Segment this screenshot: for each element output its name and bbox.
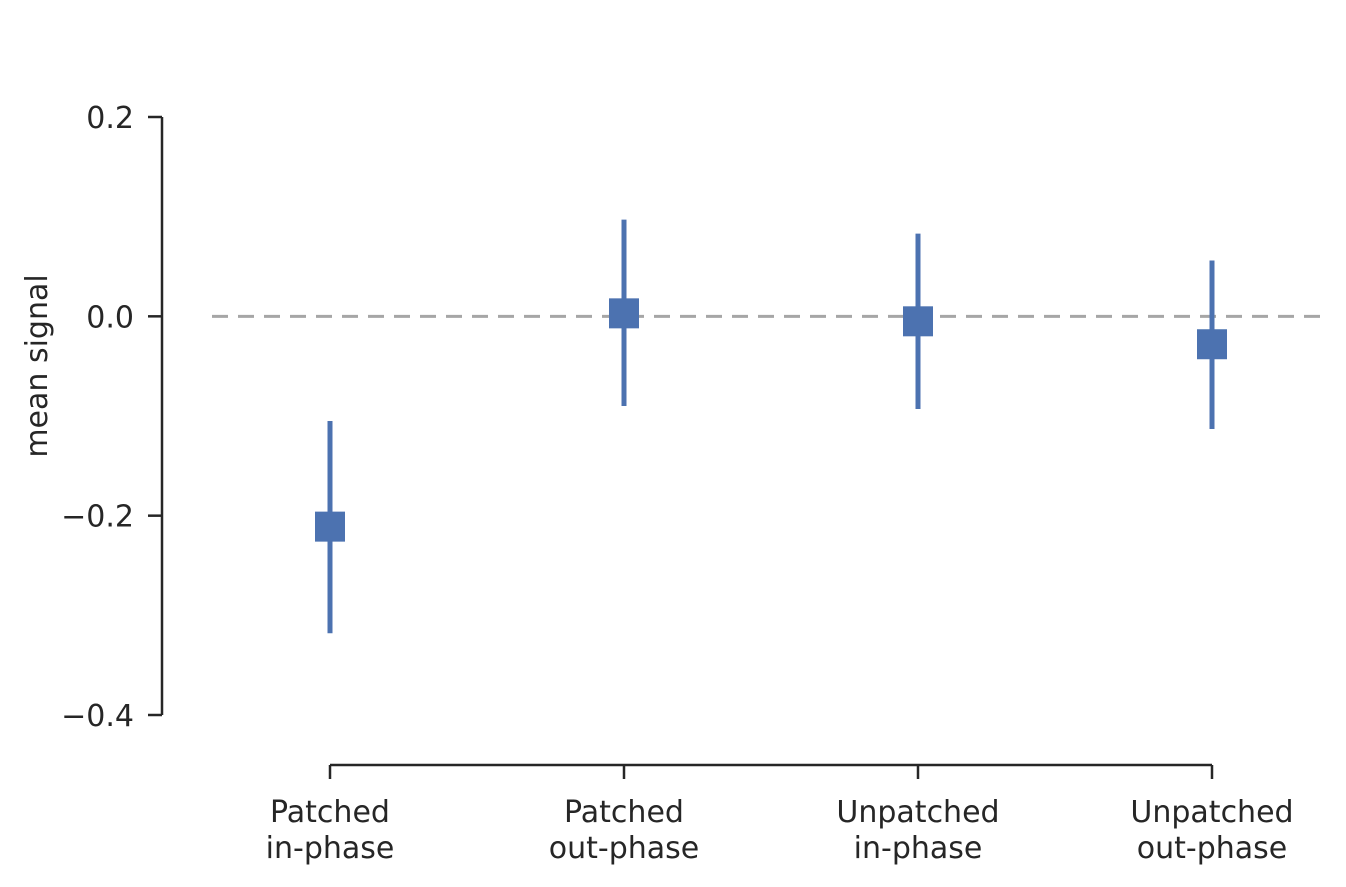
data-marks: [315, 219, 1227, 634]
y-axis-title: mean signal: [20, 274, 55, 457]
y-tick-label: 0.2: [86, 101, 134, 136]
y-ticks: 0.2 0.0 −0.2 −0.4: [61, 101, 162, 734]
x-tick-label: Unpatched out-phase: [1130, 795, 1293, 866]
x-tick-label: Unpatched in-phase: [836, 795, 999, 866]
y-axis: 0.2 0.0 −0.2 −0.4: [61, 101, 164, 734]
y-tick-label: −0.4: [61, 699, 134, 734]
x-tick-label: Patched out-phase: [549, 795, 699, 866]
data-point: [609, 298, 639, 329]
x-tick-label: Patched in-phase: [266, 795, 395, 866]
data-point: [315, 511, 345, 542]
y-tick-label: 0.0: [86, 300, 134, 335]
data-point: [1197, 329, 1227, 360]
x-axis: Patched in-phase Patched out-phase Unpatched…: [266, 763, 1294, 866]
x-ticks: Patched in-phase Patched out-phase Unpatched…: [266, 765, 1294, 866]
y-tick-label: −0.2: [61, 500, 134, 535]
data-point: [903, 306, 933, 337]
